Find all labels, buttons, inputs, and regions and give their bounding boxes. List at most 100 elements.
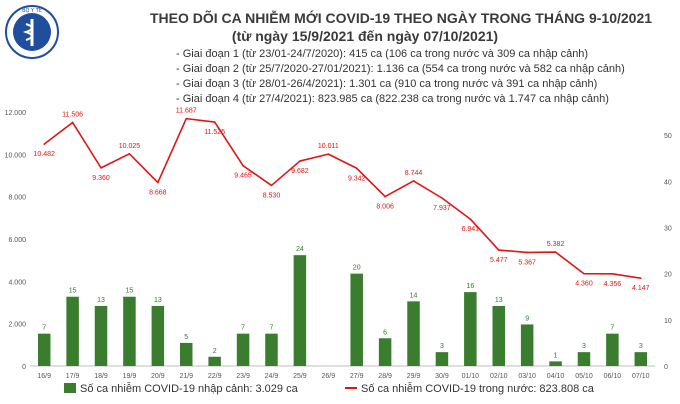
y-right-tick-label: 20: [664, 272, 672, 279]
x-tick-label: 06/10: [604, 373, 622, 380]
y-left-tick-label: 10.000: [5, 152, 27, 159]
bar-data-label: 6: [383, 329, 387, 336]
legend-domestic-swatch: [345, 387, 357, 389]
line-point: [497, 249, 500, 251]
bar-data-label: 24: [296, 246, 304, 253]
line-data-label: 5.477: [490, 257, 508, 264]
phase-2-note: - Giai đoạn 2 (từ 25/7/2020-27/01/2021):…: [176, 63, 625, 75]
bar-data-label: 1: [554, 352, 558, 359]
bar-imported: [180, 342, 193, 366]
bar-imported: [407, 301, 420, 366]
line-point: [242, 164, 244, 167]
y-right-tick-label: 30: [664, 225, 672, 232]
legend-imported-label: Số ca nhiễm COVID-19 nhập cảnh: 3.029 ca: [80, 383, 298, 395]
bar-data-label: 9: [525, 315, 529, 322]
line-data-label: 11.506: [62, 111, 83, 118]
line-data-label: 8.006: [376, 204, 394, 211]
legend-imported: Số ca nhiễm COVID-19 nhập cảnh: 3.029 ca: [64, 383, 298, 395]
line-point: [554, 251, 557, 253]
x-tick-label: 22/9: [208, 373, 222, 380]
line-point: [157, 181, 159, 184]
bar-imported: [492, 305, 505, 366]
line-point: [384, 195, 386, 198]
line-data-label: 7.937: [433, 205, 451, 212]
y-right-tick-label: 10: [664, 318, 672, 325]
x-tick-label: 04/10: [547, 373, 565, 380]
bar-data-label: 13: [154, 297, 162, 304]
bar-imported: [378, 338, 392, 366]
x-tick-label: 18/9: [94, 373, 108, 380]
bar-imported: [236, 333, 250, 366]
y-left-tick-label: 0: [22, 364, 26, 371]
line-data-label: 9.682: [291, 168, 309, 175]
line-data-label: 9.342: [348, 175, 366, 182]
y-right-tick-label: 50: [664, 133, 672, 140]
bar-imported: [435, 352, 449, 366]
line-data-label: 8.530: [263, 192, 281, 199]
x-tick-label: 28/9: [378, 373, 392, 380]
phase-3-note: - Giai đoạn 3 (từ 28/01-26/4/2021): 1.30…: [176, 78, 598, 90]
x-tick-label: 24/9: [265, 373, 279, 380]
line-data-label: 4.147: [632, 285, 650, 292]
line-point: [43, 143, 46, 145]
x-tick-label: 01/10: [462, 373, 480, 380]
line-data-label: 10.011: [318, 143, 339, 150]
line-data-label: 11.687: [176, 108, 197, 115]
phase-1-note: - Giai đoạn 1 (từ 23/01-24/7/2020): 415 …: [176, 48, 589, 60]
legend-imported-swatch: [64, 383, 76, 393]
bar-imported: [151, 305, 165, 366]
line-data-label: 10.482: [33, 151, 55, 158]
bar-data-label: 7: [42, 325, 46, 332]
bar-data-label: 15: [126, 288, 134, 295]
legend-domestic: Số ca nhiễm COVID-19 trong nước: 823.808…: [345, 383, 594, 395]
line-point: [327, 153, 330, 155]
phase-4-note: - Giai đoạn 4 (từ 27/4/2021): 823.985 ca…: [176, 93, 609, 105]
line-point: [611, 272, 614, 275]
line-point: [412, 180, 415, 182]
bar-imported: [606, 333, 619, 366]
bar-imported: [350, 273, 363, 366]
x-tick-label: 05/10: [575, 373, 593, 380]
bar-data-label: 16: [466, 283, 474, 290]
x-tick-label: 16/9: [37, 373, 51, 380]
bar-imported: [123, 296, 136, 366]
y-right-tick-label: 40: [664, 179, 672, 186]
x-tick-label: 02/10: [490, 373, 508, 380]
y-left-tick-label: 2.000: [8, 322, 26, 329]
x-tick-label: 25/9: [293, 373, 307, 380]
line-point: [270, 184, 273, 187]
line-data-label: 9.465: [234, 173, 252, 180]
legend-domestic-label: Số ca nhiễm COVID-19 trong nước: 823.808…: [361, 383, 594, 395]
line-data-label: 5.367: [518, 259, 536, 266]
line-point: [185, 117, 188, 120]
line-point: [355, 167, 358, 170]
x-tick-label: 27/9: [350, 373, 364, 380]
bar-data-label: 3: [582, 343, 586, 350]
bar-data-label: 7: [270, 325, 274, 332]
bar-imported: [549, 361, 562, 366]
x-tick-label: 21/9: [179, 373, 193, 380]
bar-imported: [265, 333, 278, 366]
x-tick-label: 30/9: [435, 373, 449, 380]
line-point: [100, 167, 102, 169]
bar-data-label: 14: [410, 292, 418, 299]
x-tick-label: 07/10: [632, 373, 650, 380]
bar-data-label: 13: [495, 297, 503, 304]
svg-text:BỘ Y TẾ: BỘ Y TẾ: [22, 6, 43, 14]
line-data-label: 11.525: [204, 129, 225, 136]
bar-data-label: 7: [241, 325, 245, 332]
chart-title: THEO DÕI CA NHIỄM MỚI COVID-19 THEO NGÀY…: [150, 10, 653, 26]
line-point: [583, 272, 585, 275]
bar-data-label: 2: [213, 348, 217, 355]
x-tick-label: 26/9: [321, 373, 335, 380]
x-tick-label: 17/9: [66, 373, 80, 380]
bar-imported: [94, 305, 108, 366]
bar-data-label: 3: [639, 343, 643, 350]
line-data-label: 5.382: [547, 241, 565, 248]
y-left-tick-label: 6.000: [8, 237, 26, 244]
chart-subtitle: (từ ngày 15/9/2021 đến ngày 07/10/2021): [231, 28, 499, 44]
bar-data-label: 15: [69, 288, 77, 295]
line-data-label: 4.356: [604, 281, 622, 288]
line-point: [299, 160, 301, 162]
